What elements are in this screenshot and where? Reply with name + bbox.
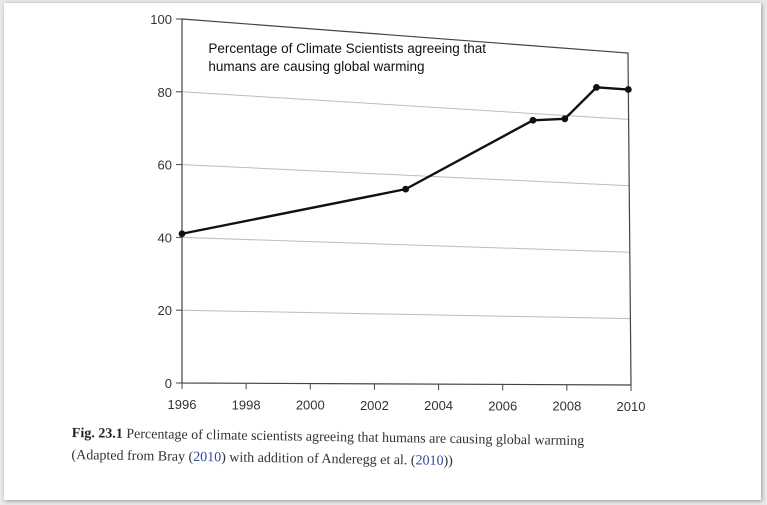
x-tick-label-2004: 2004: [424, 398, 453, 413]
data-point-1996: [178, 230, 186, 238]
caption-line2-pre: (Adapted from Bray (: [71, 447, 194, 465]
series-line: [181, 86, 629, 235]
figure-caption: Fig. 23.1 Percentage of climate scientis…: [71, 423, 732, 477]
data-point-2007: [529, 116, 537, 124]
caption-fig-label: Fig. 23.1: [71, 425, 123, 442]
data-point-2010: [624, 86, 632, 93]
x-tick-label-2000: 2000: [296, 398, 325, 413]
figure-frame: 0 20 40 60 80 100 1996 1998 2000 2002 2004 2006 2008…: [4, 3, 761, 500]
caption-line2-post: )): [443, 453, 453, 469]
caption-line2-mid: ) with addition of Anderegg et al. (: [221, 450, 416, 469]
x-tick-label-2006: 2006: [488, 398, 517, 413]
y-tick-label-20: 20: [158, 303, 172, 318]
gridline-y-80: [181, 91, 629, 120]
line-chart: 0 20 40 60 80 100 1996 1998 2000 2002 2004 2006 2008…: [150, 12, 646, 414]
x-tick-label-2010: 2010: [617, 399, 646, 414]
chart-title-line-2: humans are causing global warming: [208, 59, 424, 74]
caption-line1: Percentage of climate scientists agreein…: [126, 426, 585, 450]
gridline-y-40: [181, 236, 630, 253]
chart-title-line-1: Percentage of Climate Scientists agreein…: [208, 41, 486, 56]
x-tick-label-1996: 1996: [168, 397, 197, 412]
y-tick-label-100: 100: [150, 12, 172, 27]
x-tick-label-2008: 2008: [552, 399, 581, 414]
gridline-y-20: [181, 309, 631, 320]
data-point-2009: [593, 83, 600, 91]
data-point-2008: [561, 115, 569, 123]
caption-citation-bray[interactable]: 2010: [193, 449, 222, 466]
x-tick-label-1998: 1998: [232, 397, 261, 412]
y-tick-label-60: 60: [158, 158, 172, 173]
x-tick-label-2002: 2002: [360, 398, 389, 413]
y-tick-label-80: 80: [158, 85, 172, 100]
caption-citation-anderegg[interactable]: 2010: [415, 453, 444, 469]
y-tick-label-40: 40: [158, 230, 172, 245]
gridline-y-60: [181, 164, 630, 187]
y-tick-label-0: 0: [165, 376, 172, 391]
data-point-2003: [402, 185, 410, 193]
